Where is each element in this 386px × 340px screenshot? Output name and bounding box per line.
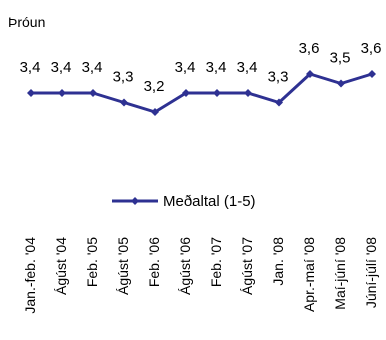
- data-label: 3,4: [206, 59, 227, 76]
- data-point: [89, 89, 97, 97]
- series-layer: [27, 70, 376, 116]
- data-label: 3,4: [20, 59, 41, 76]
- x-tick-label: Apr.-maí '08: [301, 237, 317, 312]
- x-tick-label: Feb. '06: [146, 237, 162, 287]
- x-tick-label: Maí-júní '08: [332, 237, 348, 310]
- data-point: [120, 98, 128, 107]
- data-label: 3,4: [51, 59, 72, 76]
- x-tick-label: Ágúst '04: [53, 237, 69, 295]
- x-tick-label: Feb. '07: [208, 237, 224, 287]
- data-point: [182, 89, 190, 97]
- x-tick-label: Feb. '05: [84, 237, 100, 287]
- data-label: 3,3: [268, 69, 289, 86]
- legend-marker: [131, 197, 139, 205]
- data-point: [213, 89, 221, 97]
- data-point: [151, 108, 159, 116]
- x-tick-label: Jan.-feb. '04: [22, 237, 38, 314]
- data-label: 3,3: [113, 69, 134, 86]
- data-label: 3,4: [82, 59, 103, 76]
- data-label: 3,6: [361, 40, 382, 57]
- x-tick-label: Ágúst '05: [115, 237, 131, 295]
- data-label-layer: 3,4 3,4 3,4 3,3 3,2 3,4 3,4 3,4 3,3 3,6 3,5 3,6: [20, 40, 382, 95]
- data-point: [306, 70, 314, 78]
- data-point: [275, 98, 283, 107]
- data-label: 3,4: [237, 59, 258, 76]
- x-tick-label: Júní-júlí '08: [363, 237, 379, 308]
- data-label: 3,4: [175, 59, 196, 76]
- data-point: [27, 89, 35, 97]
- data-point: [58, 89, 66, 97]
- x-tick-label: Ágúst '07: [239, 237, 255, 295]
- data-label: 3,5: [330, 50, 351, 67]
- x-tick-label: Jan. '08: [270, 237, 286, 286]
- chart-title: Þróun: [8, 14, 45, 30]
- data-point: [337, 79, 345, 88]
- data-label: 3,6: [299, 40, 320, 57]
- data-point: [244, 89, 252, 97]
- data-point: [368, 70, 376, 78]
- legend: Meðaltal (1-5): [112, 193, 256, 210]
- x-tick-layer: Jan.-feb. '04 Ágúst '04 Feb. '05 Ágúst '05 F…: [22, 237, 379, 314]
- data-label: 3,2: [144, 78, 165, 95]
- x-tick-label: Ágúst '06: [177, 237, 193, 295]
- series-line: [31, 72, 373, 114]
- legend-label: Meðaltal (1-5): [163, 193, 256, 210]
